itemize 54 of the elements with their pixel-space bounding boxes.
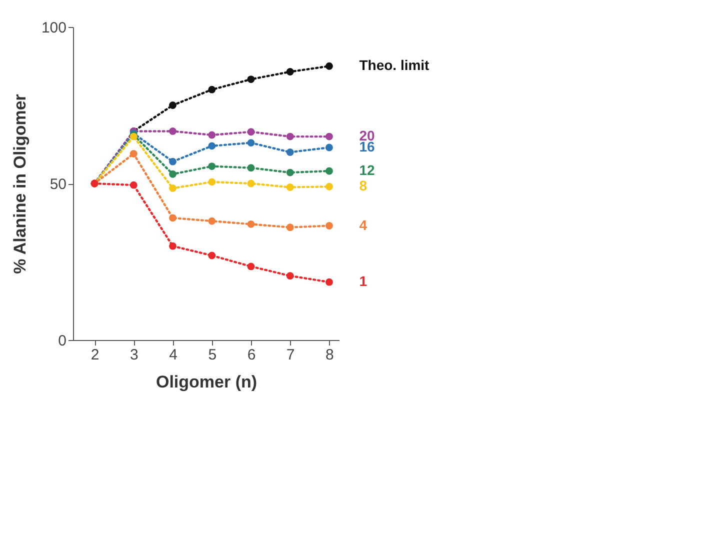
point — [169, 242, 176, 250]
x-tick-label: 8 — [326, 346, 334, 364]
point — [130, 181, 138, 189]
y-axis-title: % Alanine in Oligomer — [10, 94, 30, 274]
point — [208, 142, 216, 150]
point — [247, 76, 255, 83]
point — [286, 224, 294, 232]
x-tick-label: 5 — [208, 346, 217, 364]
x-tick-label: 7 — [286, 346, 295, 364]
x-tick-label: 4 — [169, 346, 178, 364]
point — [130, 150, 138, 158]
point — [286, 68, 294, 76]
x-tick-label: 2 — [90, 346, 100, 364]
point — [169, 184, 176, 192]
x-tick-label: 6 — [247, 346, 256, 364]
point — [326, 132, 333, 140]
point — [286, 184, 294, 191]
point — [208, 86, 216, 94]
series-label: Theo. limit — [359, 57, 430, 74]
point — [286, 132, 294, 140]
y-tick-label: 50 — [50, 176, 66, 193]
series-label: 8 — [359, 178, 368, 194]
y-tick-label: 0 — [58, 332, 66, 350]
series-label: 1 — [359, 273, 368, 290]
point — [286, 148, 294, 156]
y-tick-label: 100 — [41, 20, 66, 36]
point — [208, 252, 216, 260]
x-axis-title: Oligomer (n) — [156, 372, 258, 392]
point — [326, 62, 333, 70]
point — [169, 102, 176, 109]
point — [247, 164, 255, 172]
point — [247, 180, 255, 188]
point — [326, 167, 333, 175]
point — [208, 217, 216, 225]
point — [208, 178, 216, 186]
point — [286, 272, 294, 280]
point — [169, 128, 176, 135]
point — [247, 262, 255, 270]
point — [247, 139, 255, 147]
point — [326, 182, 333, 190]
point — [326, 278, 333, 286]
point — [326, 144, 333, 152]
point — [247, 128, 255, 136]
x-tick-label: 3 — [130, 346, 138, 364]
point — [169, 158, 176, 166]
series-label: 4 — [359, 216, 368, 233]
point — [286, 168, 294, 176]
point — [247, 220, 255, 228]
point — [326, 222, 333, 230]
point — [208, 162, 216, 170]
series-label: 12 — [359, 162, 376, 178]
point — [169, 214, 176, 222]
point — [208, 131, 216, 139]
point — [169, 170, 176, 178]
